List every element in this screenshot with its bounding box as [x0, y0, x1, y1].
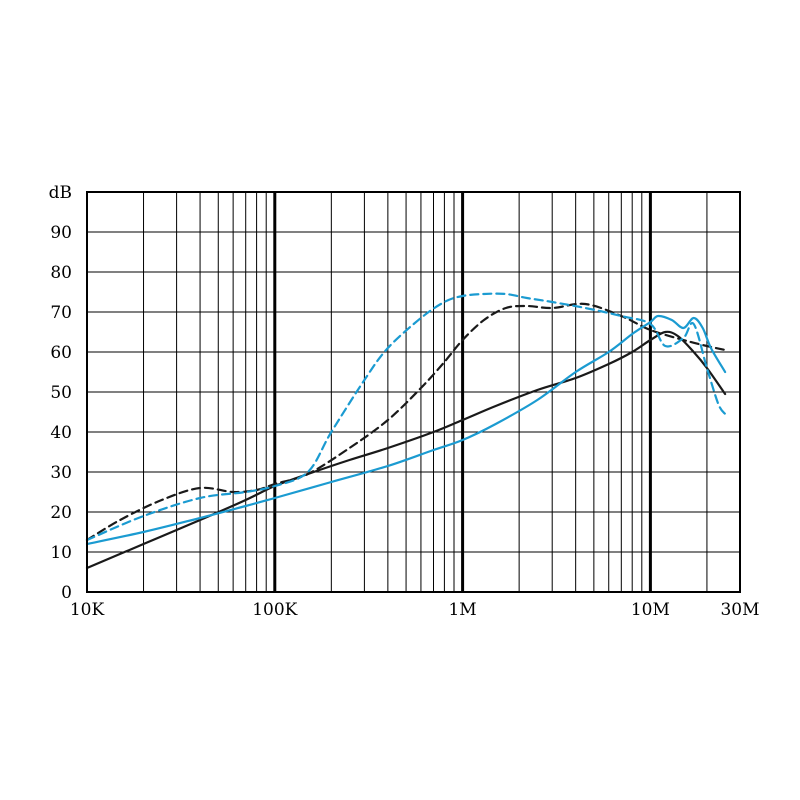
x-tick-label: 10M — [631, 600, 670, 620]
series-line-3 — [85, 314, 727, 546]
series-line-1 — [85, 330, 727, 570]
x-tick-label: 1M — [448, 600, 476, 620]
axis-labels: 0 10 20 30 40 50 60 70 80 90 dB 10K 100K 1M 10M 30M — [49, 183, 760, 620]
y-tick-label: 10 — [50, 543, 72, 563]
y-tick-label: 30 — [50, 463, 72, 483]
y-tick-label: 90 — [50, 223, 72, 243]
x-tick-label: 10K — [70, 600, 105, 620]
y-tick-label: 70 — [50, 303, 72, 323]
y-tick-label: 60 — [50, 343, 72, 363]
x-tick-label: 30M — [720, 600, 759, 620]
y-tick-label: 50 — [50, 383, 72, 403]
y-tick-label: 20 — [50, 503, 72, 523]
y-tick-label: 0 — [61, 583, 72, 603]
x-tick-label: 100K — [252, 600, 297, 620]
chart-grid — [87, 192, 740, 592]
y-axis-unit-label: dB — [49, 183, 72, 203]
plot-frame — [86, 191, 741, 593]
series-line-2 — [85, 302, 727, 542]
y-tick-label: 40 — [50, 423, 72, 443]
series-line-4 — [85, 292, 727, 542]
chart-series-group — [85, 292, 727, 570]
y-tick-label: 80 — [50, 263, 72, 283]
